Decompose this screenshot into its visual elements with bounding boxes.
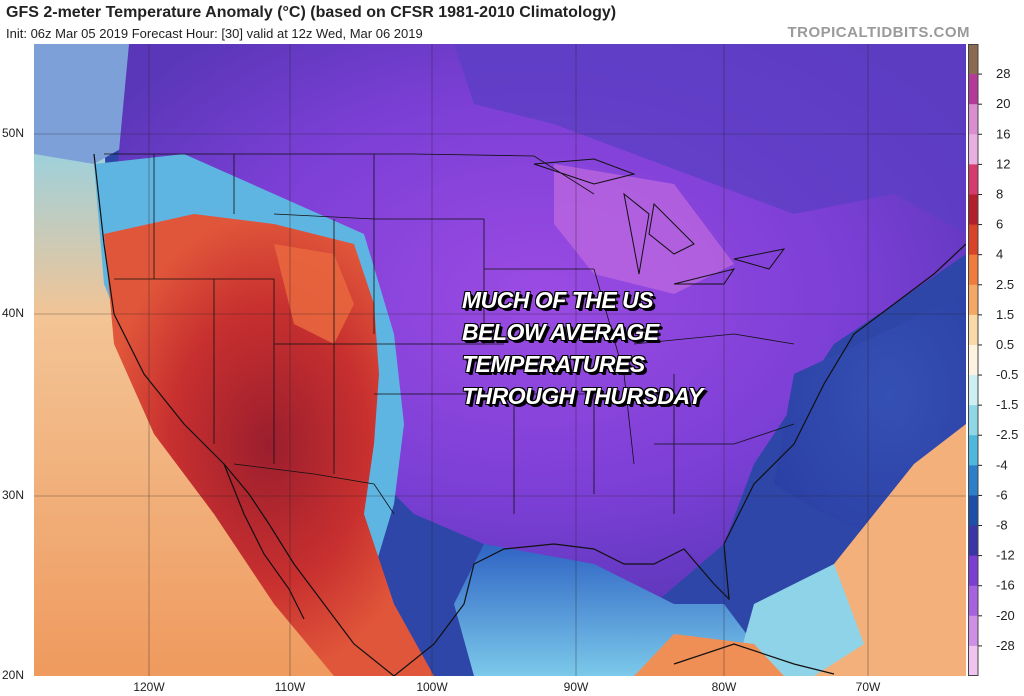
- map-title: GFS 2-meter Temperature Anomaly (°C) (ba…: [6, 4, 617, 21]
- lon-label-120w: 120W: [133, 680, 165, 694]
- colorbar-tick-label: -6: [996, 487, 1008, 502]
- nw-pacific-anomaly: [34, 44, 134, 164]
- colorbar-swatch: [968, 465, 978, 496]
- colorbar-tick-label: -0.5: [996, 367, 1018, 382]
- anomaly-map: [34, 44, 966, 676]
- colorbar-tick-label: 6: [996, 217, 1003, 232]
- colorbar-tick-label: -8: [996, 518, 1008, 533]
- map-subtitle: Init: 06z Mar 05 2019 Forecast Hour: [30…: [6, 26, 423, 41]
- colorbar-tick-label: 8: [996, 186, 1003, 201]
- colorbar-border: [968, 44, 979, 676]
- colorbar-tick-label: 2.5: [996, 277, 1014, 292]
- lon-label-90w: 90W: [563, 680, 589, 694]
- colorbar-tick-label: -2.5: [996, 427, 1018, 442]
- colorbar-tick-label: 20: [996, 96, 1010, 111]
- colorbar-swatch: [968, 44, 978, 75]
- colorbar-swatch: [968, 495, 978, 527]
- lon-label-110w: 110W: [274, 680, 306, 694]
- colorbar-tick-label: -20: [996, 608, 1015, 623]
- colorbar-tick-label: -4: [996, 457, 1008, 472]
- colorbar-tick-label: -1.5: [996, 397, 1018, 412]
- caribbean-cool: [734, 564, 864, 676]
- overlay-line-4: THROUGH THURSDAY: [462, 383, 703, 409]
- colorbar-tick-label: 12: [996, 156, 1010, 171]
- colorbar-tick-label: 0.5: [996, 337, 1014, 352]
- graticule: [34, 44, 966, 676]
- colorbar-tick-label: 16: [996, 126, 1010, 141]
- overlay-line-3: TEMPERATURES: [462, 351, 645, 377]
- colorbar-tick-label: 28: [996, 66, 1010, 81]
- colorbar-swatch: [968, 224, 978, 256]
- colorbar-tick-label: -28: [996, 638, 1015, 653]
- caribbean-warm: [634, 634, 784, 676]
- state-borders: [104, 153, 795, 515]
- great-lakes: [533, 158, 786, 285]
- colorbar-swatch: [968, 164, 978, 195]
- colorbar-tick-label: 1.5: [996, 307, 1014, 322]
- colorbar-swatch: [968, 405, 978, 436]
- lon-label-100w: 100W: [416, 680, 448, 694]
- colorbar-swatch: [968, 284, 978, 316]
- lon-label-80w: 80W: [711, 680, 737, 694]
- overlay-line-1: MUCH OF THE US: [462, 287, 654, 313]
- overlay-annotation: MUCH OF THE US BELOW AVERAGE TEMPERATURE…: [462, 284, 703, 412]
- colorbar-swatch: [968, 585, 978, 617]
- colorbar-swatch: [968, 375, 978, 406]
- pacific-anomaly: [34, 124, 434, 676]
- colorbar-tick-label: -16: [996, 578, 1015, 593]
- colorbar-swatch: [968, 314, 978, 346]
- lat-label-50n: 50N: [2, 126, 25, 140]
- colorbar-legend: 28 20 16 12 8 6 4 2.5 1.5 0.5 -0.5 -1.5 -2.5 -4 -6 -8 -1…: [968, 44, 1018, 676]
- colorbar-swatch: [968, 435, 978, 466]
- colorbar-swatch: [968, 194, 978, 226]
- lat-label-20n: 20N: [2, 668, 25, 682]
- lat-label-40n: 40N: [2, 306, 25, 320]
- coastlines: [93, 153, 966, 676]
- lon-label-70w: 70W: [855, 680, 881, 694]
- warm-anomaly-west: [104, 214, 434, 676]
- canada-cold: [454, 44, 966, 234]
- colorbar-swatch: [968, 645, 978, 676]
- great-lakes-anomaly: [554, 164, 734, 294]
- colorbar-swatch: [968, 104, 978, 135]
- overlay-line-2: BELOW AVERAGE: [462, 319, 659, 345]
- colorbar-swatch: [968, 254, 978, 286]
- colorbar-swatch: [968, 525, 978, 557]
- colorbar-swatch: [968, 134, 978, 165]
- brand-label: TROPICALTIDBITS.COM: [787, 24, 970, 41]
- colorbar-swatch: [968, 615, 978, 647]
- lat-label-30n: 30N: [2, 488, 25, 502]
- colorbar-swatch: [968, 344, 978, 376]
- colorbar-swatch: [968, 555, 978, 587]
- colorbar-tick-label: 4: [996, 247, 1003, 262]
- colorbar-tick-label: -12: [996, 548, 1015, 563]
- colorbar-swatch: [968, 74, 978, 105]
